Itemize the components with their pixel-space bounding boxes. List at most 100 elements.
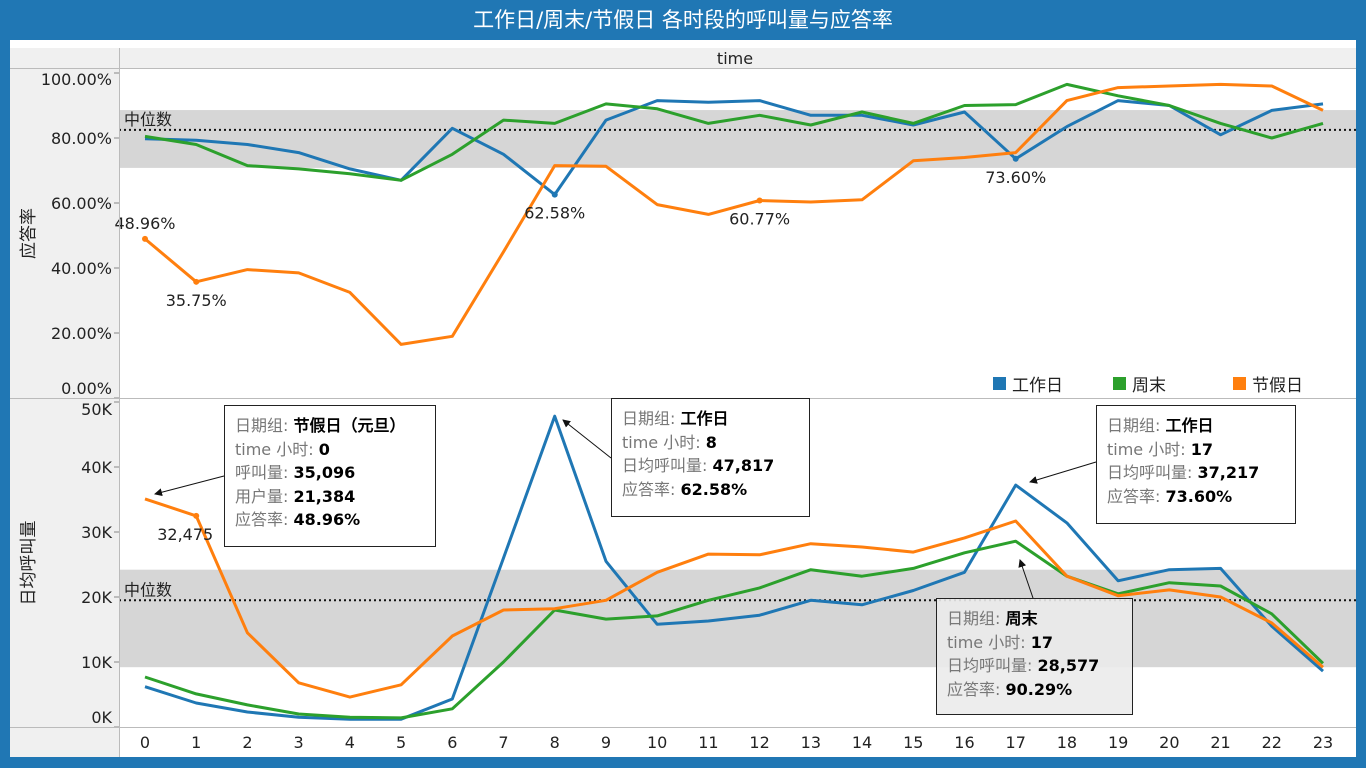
tooltip-row: time 小时: 0: [235, 438, 425, 462]
data-label: 73.60%: [985, 168, 1046, 187]
tooltip-row: 应答率: 62.58%: [622, 478, 799, 502]
tooltip-value: 工作日: [680, 409, 729, 428]
tooltip-arrow: [1018, 559, 1034, 599]
column-header-label: time: [717, 49, 753, 68]
series-line-周末: [144, 82, 1324, 182]
x-tick-label: 4: [345, 733, 355, 752]
tooltip-key: 应答率:: [622, 479, 681, 499]
y-axis-title: 应答率: [19, 208, 39, 259]
tooltip-arrow: [1029, 461, 1097, 484]
y-tick-label: 40K: [81, 458, 112, 477]
tooltip-value: 90.29%: [1005, 679, 1073, 699]
x-tick-label: 17: [1006, 733, 1026, 752]
tooltip-value: 47,817: [712, 456, 775, 475]
data-label: 35.75%: [166, 291, 227, 310]
tooltip-value: 35,096: [293, 463, 356, 482]
x-tick-label: 22: [1262, 733, 1282, 752]
tooltip-row: 日期组: 周末: [947, 607, 1122, 631]
tooltip-key: 应答率:: [235, 510, 294, 529]
legend-swatch: [1113, 377, 1126, 390]
y-axis-area: [10, 48, 119, 757]
tooltip-value: 73.60%: [1165, 486, 1233, 506]
legend-item-workday[interactable]: 工作日: [993, 371, 1063, 396]
tooltip-value: 17: [1190, 439, 1213, 459]
tooltip-key: 日均呼叫量:: [1107, 463, 1198, 482]
x-tick-label: 7: [498, 733, 508, 752]
tooltip-holiday-0: 日期组: 节假日（元旦） time 小时: 0 呼叫量: 35,096 用户量: 21…: [224, 405, 436, 547]
tooltip-row: 呼叫量: 35,096: [235, 461, 425, 485]
tooltip-workday-17: 日期组: 工作日 time 小时: 17 日均呼叫量: 37,217 应答率: 73.…: [1096, 405, 1296, 524]
tooltip-key: time 小时:: [622, 432, 706, 452]
tooltip-value: 37,217: [1197, 463, 1260, 482]
x-tick-label: 19: [1108, 733, 1128, 752]
y-axis-title: 日均呼叫量: [19, 521, 39, 606]
y-tick-label: 20K: [81, 588, 112, 607]
x-tick-label: 9: [601, 733, 611, 752]
series-line-工作日: [144, 414, 1324, 721]
tooltip-row: 应答率: 90.29%: [947, 678, 1122, 702]
tooltip-row: 应答率: 73.60%: [1107, 485, 1285, 509]
x-tick-label: 5: [396, 733, 406, 752]
tooltip-value: 工作日: [1165, 416, 1214, 435]
series-line-周末: [144, 539, 1325, 720]
tooltip-row: time 小时: 8: [622, 431, 799, 455]
tooltip-weekend-17: 日期组: 周末 time 小时: 17 日均呼叫量: 28,577 应答率: 90.2…: [936, 598, 1133, 715]
tooltip-key: 应答率:: [947, 679, 1006, 699]
x-axis-area: [119, 728, 1356, 757]
series-line-节假日: [144, 82, 1324, 346]
data-point-marker: [1012, 155, 1019, 162]
tooltip-key: time 小时:: [1107, 439, 1191, 459]
x-tick-label: 13: [801, 733, 821, 752]
tooltip-workday-8: 日期组: 工作日 time 小时: 8 日均呼叫量: 47,817 应答率: 62.5…: [611, 398, 810, 517]
y-tick-label: 20.00%: [51, 324, 112, 343]
tooltip-arrow: [562, 419, 612, 459]
x-tick-label: 14: [852, 733, 872, 752]
y-tick-label: 100.00%: [41, 70, 112, 89]
data-label: 62.58%: [524, 204, 585, 223]
series-line-工作日: [144, 99, 1324, 197]
data-label: 60.77%: [729, 209, 790, 228]
legend-swatch: [1233, 377, 1246, 390]
tooltip-row: 日均呼叫量: 28,577: [947, 654, 1122, 678]
tooltip-value: 21,384: [293, 486, 356, 506]
x-tick-label: 1: [191, 733, 201, 752]
tooltip-value: 28,577: [1037, 656, 1100, 675]
tooltip-row: 日期组: 节假日（元旦）: [235, 414, 425, 438]
x-tick-label: 18: [1057, 733, 1077, 752]
y-tick-label: 40.00%: [51, 259, 112, 278]
tooltip-row: time 小时: 17: [947, 631, 1122, 655]
x-tick-label: 0: [140, 733, 150, 752]
tooltip-key: 日均呼叫量:: [947, 656, 1038, 675]
tooltip-row: 日均呼叫量: 47,817: [622, 454, 799, 478]
data-point-marker: [551, 191, 558, 198]
tooltip-value: 62.58%: [680, 479, 748, 499]
tooltip-key: 应答率:: [1107, 486, 1166, 506]
tooltip-key: 日期组:: [235, 416, 294, 435]
x-tick-label: 8: [550, 733, 560, 752]
data-label: 32,475: [157, 525, 213, 544]
tooltip-row: 应答率: 48.96%: [235, 508, 425, 532]
legend-item-weekend[interactable]: 周末: [1113, 371, 1166, 396]
dashboard-title: 工作日/周末/节假日 各时段的呼叫量与应答率: [473, 8, 893, 32]
tooltip-arrow: [154, 475, 225, 497]
tooltip-key: 呼叫量:: [235, 463, 294, 482]
x-tick-label: 23: [1313, 733, 1333, 752]
tooltip-key: 日期组:: [1107, 416, 1166, 435]
tooltip-key: 日期组:: [622, 409, 681, 428]
tooltip-key: time 小时:: [235, 439, 319, 459]
tooltip-row: 日均呼叫量: 37,217: [1107, 461, 1285, 485]
tooltip-value: 周末: [1005, 609, 1038, 628]
legend-label: 节假日: [1252, 376, 1303, 396]
x-tick-label: 6: [447, 733, 457, 752]
series-line-节假日: [144, 497, 1324, 699]
tooltip-key: time 小时:: [947, 632, 1031, 652]
tooltip-value: 0: [318, 439, 330, 459]
tooltip-row: 用户量: 21,384: [235, 485, 425, 509]
x-tick-label: 3: [294, 733, 304, 752]
x-tick-label: 21: [1210, 733, 1230, 752]
x-tick-label: 10: [647, 733, 667, 752]
y-tick-label: 0K: [91, 708, 112, 727]
legend-item-holiday[interactable]: 节假日: [1233, 371, 1303, 396]
y-tick-label: 80.00%: [51, 129, 112, 148]
